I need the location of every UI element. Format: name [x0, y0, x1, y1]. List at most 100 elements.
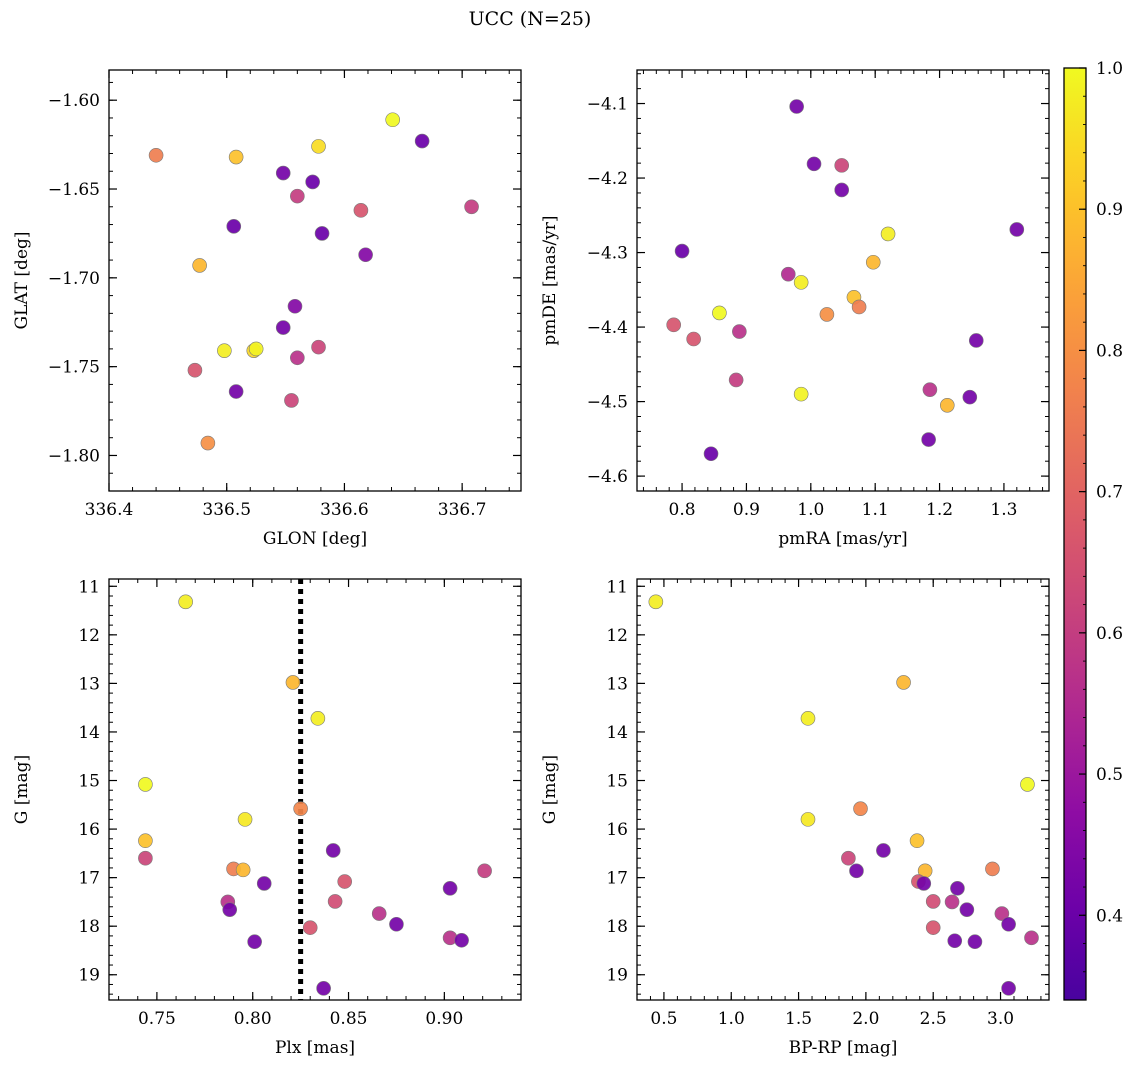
scatter-point: [728, 372, 744, 388]
scatter-point: [226, 219, 242, 234]
x-tick-label: 336.5: [202, 500, 251, 520]
colorbar-tick-label: 0.7: [1096, 483, 1123, 503]
colorbar-tick-label: 0.9: [1096, 200, 1123, 220]
y-tick-label: 18: [606, 917, 628, 937]
y-tick-label: 15: [606, 772, 628, 792]
scatter-point: [187, 362, 203, 378]
x-tick-label: 3.0: [987, 1009, 1014, 1029]
scatter-point: [327, 894, 343, 909]
scatter-point: [414, 133, 430, 149]
plot-area: [648, 594, 1039, 996]
scatter-point: [237, 812, 253, 827]
scatter-point: [1001, 916, 1016, 932]
scatter-point: [138, 850, 153, 866]
x-tick-label: 1.0: [797, 500, 824, 520]
colorbar-tick-label: 0.8: [1096, 341, 1123, 361]
y-tick-label: 11: [78, 577, 100, 597]
y-tick-label: −4.1: [587, 95, 628, 115]
y-tick-label: −4.5: [587, 393, 628, 413]
subplot-1: 336.4 336.5 336.6 336.7 −1.60 −1.65 −1.70 −1.75…: [12, 69, 522, 549]
x-tick-label: 1.0: [718, 1009, 745, 1029]
y-tick-label: 17: [78, 869, 100, 889]
scatter-point: [674, 243, 690, 259]
subplot-2: 0.8 0.9 1.0 1.1 1.2 1.3 −4.1 −4.2 −4.3 −4.4 −4.5 −4…: [540, 69, 1050, 549]
scatter-point: [1009, 222, 1025, 237]
y-tick-label: 13: [606, 674, 628, 694]
scatter-point: [780, 266, 796, 282]
scatter-point: [968, 333, 984, 348]
scatter-point: [793, 275, 809, 290]
scatter-point: [849, 863, 864, 879]
axes-frame: [108, 69, 522, 492]
y-tick-label: −1.60: [48, 91, 100, 111]
x-axis-label: BP-RP [mag]: [789, 1038, 898, 1058]
plot-area: [138, 579, 492, 1000]
scatter-point: [290, 350, 305, 366]
scatter-point: [985, 861, 1000, 877]
y-tick-label: 14: [78, 723, 100, 743]
y-tick-label: 15: [78, 772, 100, 792]
plot-area: [666, 99, 1025, 462]
y-tick-label: 12: [606, 626, 628, 646]
scatter-point: [148, 147, 164, 163]
scatter-point: [732, 324, 747, 339]
scatter-point: [371, 906, 387, 921]
scatter-point: [464, 199, 479, 215]
scatter-point: [853, 801, 868, 816]
y-tick-label: −4.3: [587, 244, 628, 264]
scatter-point: [834, 158, 850, 173]
scatter-point: [793, 386, 809, 402]
x-tick-label: 0.90: [425, 1009, 463, 1029]
scatter-point: [275, 165, 291, 181]
x-tick-label: 1.1: [862, 500, 889, 520]
subplot-4: 0.5 1.0 1.5 2.0 2.5 3.0 11 12 13 14 15 16 17 18 19 BP-R…: [540, 577, 1050, 1058]
scatter-point: [290, 188, 305, 204]
scatter-point: [325, 843, 341, 858]
scatter-point: [800, 812, 816, 827]
scatter-point: [1001, 981, 1016, 996]
x-tick-label: 1.5: [785, 1009, 812, 1029]
scatter-point: [916, 876, 932, 891]
scatter-point: [1024, 930, 1039, 946]
scatter-point: [950, 881, 965, 896]
y-tick-label: 16: [78, 820, 100, 840]
scatter-point: [896, 675, 911, 690]
scatter-point: [389, 916, 404, 932]
y-axis-label: G [mag]: [12, 755, 32, 824]
scatter-point: [939, 398, 955, 413]
scatter-point: [353, 203, 369, 218]
scatter-point: [293, 801, 308, 816]
colorbar-tick-label: 0.5: [1096, 765, 1123, 785]
scatter-point: [925, 920, 941, 935]
scatter-point: [865, 254, 881, 270]
scatter-point: [789, 99, 804, 114]
colorbar: 0.4 0.5 0.6 0.7 0.8 0.9 1.0: [1063, 59, 1123, 1001]
x-tick-label: 0.5: [650, 1009, 677, 1029]
y-tick-label: −1.75: [48, 358, 100, 378]
x-tick-label: 336.4: [85, 500, 134, 520]
scatter-point: [880, 226, 896, 242]
scatter-point: [314, 226, 330, 241]
axes-frame: [108, 578, 522, 1001]
y-axis-label: G [mag]: [540, 755, 560, 824]
y-axis-label: GLAT [deg]: [12, 231, 32, 329]
scatter-point: [287, 298, 303, 314]
scatter-point: [247, 934, 262, 950]
y-tick-label: 14: [606, 723, 628, 743]
scatter-point: [834, 182, 850, 198]
scatter-point: [806, 156, 822, 172]
scatter-point: [275, 320, 291, 335]
scatter-point: [138, 833, 153, 849]
scatter-point: [442, 881, 458, 896]
scatter-point: [959, 902, 975, 917]
y-tick-label: −4.2: [587, 169, 628, 189]
x-tick-label: 0.85: [330, 1009, 368, 1029]
axes-frame: [636, 69, 1050, 492]
scatter-point: [967, 934, 983, 950]
y-tick-label: −1.65: [48, 180, 100, 200]
x-axis-label: Plx [mas]: [275, 1038, 355, 1058]
scatter-point: [138, 777, 153, 792]
x-tick-label: 0.80: [234, 1009, 272, 1029]
x-tick-label: 0.9: [733, 500, 760, 520]
